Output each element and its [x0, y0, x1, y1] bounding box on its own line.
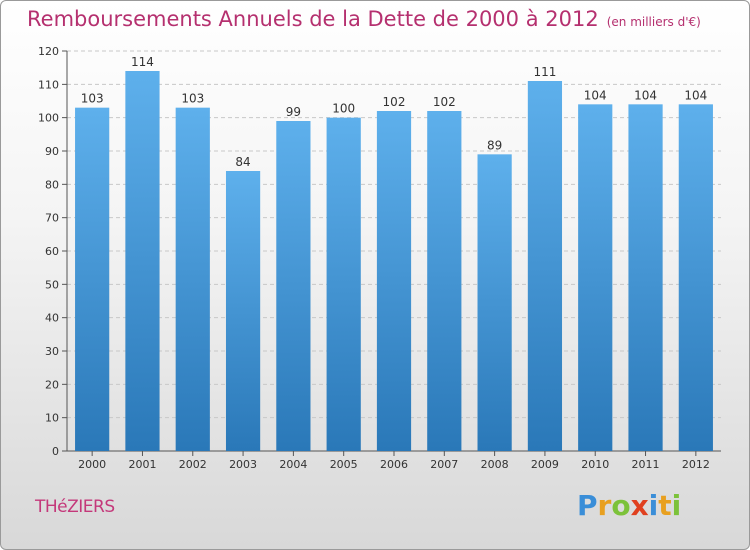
y-tick-label: 110 [38, 78, 59, 91]
y-tick-label: 100 [38, 112, 59, 125]
y-tick-label: 60 [45, 245, 59, 258]
data-label: 102 [433, 95, 456, 109]
data-label: 100 [332, 102, 355, 116]
data-label: 104 [634, 88, 657, 102]
data-label: 114 [131, 55, 154, 69]
logo-letter: x [630, 489, 649, 522]
x-tick-label: 2000 [78, 458, 106, 471]
logo-letter: i [671, 489, 682, 522]
bar-2007 [427, 111, 462, 451]
proxiti-logo: Proxiti [577, 489, 681, 522]
chart-subtitle: (en milliers d'€) [606, 15, 701, 29]
bars [75, 71, 713, 452]
bar-2012 [678, 104, 713, 451]
bar-2001 [125, 71, 160, 451]
x-tick-label: 2009 [531, 458, 559, 471]
chart-title-text: Remboursements Annuels de la Dette de 20… [27, 7, 599, 31]
x-tick-label: 2012 [682, 458, 710, 471]
y-tick-label: 90 [45, 145, 59, 158]
x-tick-label: 2010 [581, 458, 609, 471]
x-tick-label: 2008 [481, 458, 509, 471]
data-label: 103 [181, 92, 204, 106]
bar-2008 [477, 154, 512, 452]
bar-2003 [225, 171, 261, 451]
x-tick-label: 2004 [279, 458, 307, 471]
logo-letter: t [658, 489, 672, 522]
logo-letter: i [648, 489, 659, 522]
x-tick-label: 2006 [380, 458, 408, 471]
data-label: 111 [533, 65, 556, 79]
bar-2006 [376, 111, 412, 451]
logo-letter: P [577, 489, 598, 522]
y-tick-label: 30 [45, 345, 59, 358]
x-tick-label: 2002 [179, 458, 207, 471]
bar-2000 [75, 107, 110, 452]
bar-2009 [527, 81, 563, 451]
y-tick-label: 40 [45, 312, 59, 325]
logo-letter: o [611, 489, 631, 522]
data-labels: 103 114 103 84 99 100 102 102 89 111 104 104 104 [81, 55, 708, 169]
x-tick-label: 2001 [128, 458, 156, 471]
data-label: 104 [684, 88, 707, 102]
data-label: 84 [235, 155, 250, 169]
chart-title: Remboursements Annuels de la Dette de 20… [27, 7, 701, 31]
x-tick-label: 2003 [229, 458, 257, 471]
bar-2004 [276, 121, 311, 451]
data-label: 102 [383, 95, 406, 109]
data-label: 104 [584, 88, 607, 102]
commune-name: THéZIERS [35, 497, 115, 517]
bar-2010 [578, 104, 613, 451]
y-tick-label: 120 [38, 45, 59, 58]
y-tick-label: 10 [45, 412, 59, 425]
x-tick-label: 2007 [430, 458, 458, 471]
bar-2011 [628, 104, 663, 451]
logo-letter: r [597, 489, 612, 522]
y-tick-label: 20 [45, 378, 59, 391]
bar-2002 [175, 107, 210, 452]
data-label: 103 [81, 92, 104, 106]
y-tick-label: 50 [45, 278, 59, 291]
y-tick-labels: 0 10 20 30 40 50 60 70 80 90 100 110 120 [38, 45, 67, 458]
y-tick-label: 0 [52, 445, 59, 458]
bar-2005 [326, 117, 361, 452]
x-tick-labels: 2000 2001 2002 2003 2004 2005 2006 2007 2008 2009… [78, 451, 710, 471]
data-label: 89 [487, 138, 502, 152]
y-tick-label: 80 [45, 178, 59, 191]
data-label: 99 [286, 105, 301, 119]
y-tick-label: 70 [45, 212, 59, 225]
x-tick-label: 2011 [632, 458, 660, 471]
x-tick-label: 2005 [330, 458, 358, 471]
